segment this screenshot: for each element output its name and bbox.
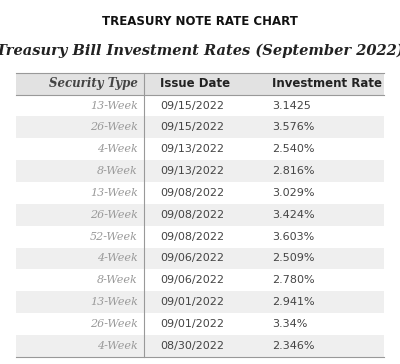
Text: 4-Week: 4-Week xyxy=(97,341,138,351)
Text: 26-Week: 26-Week xyxy=(90,210,138,220)
Text: 09/13/2022: 09/13/2022 xyxy=(160,144,224,154)
Text: 8-Week: 8-Week xyxy=(97,275,138,285)
Bar xyxy=(16,182,384,204)
Bar xyxy=(16,335,384,357)
Text: 09/01/2022: 09/01/2022 xyxy=(160,319,224,329)
Text: 09/15/2022: 09/15/2022 xyxy=(160,100,224,111)
Text: 3.603%: 3.603% xyxy=(272,232,314,242)
Text: 09/08/2022: 09/08/2022 xyxy=(160,188,224,198)
Text: Treasury Bill Investment Rates (September 2022): Treasury Bill Investment Rates (Septembe… xyxy=(0,44,400,58)
Text: Security Type: Security Type xyxy=(49,77,138,90)
Text: 13-Week: 13-Week xyxy=(90,297,138,307)
Bar xyxy=(16,248,384,269)
Text: 4-Week: 4-Week xyxy=(97,253,138,264)
Bar xyxy=(16,269,384,291)
Text: 2.941%: 2.941% xyxy=(272,297,315,307)
Text: 52-Week: 52-Week xyxy=(90,232,138,242)
Text: 09/01/2022: 09/01/2022 xyxy=(160,297,224,307)
Text: 2.509%: 2.509% xyxy=(272,253,314,264)
Text: 2.780%: 2.780% xyxy=(272,275,315,285)
Text: 08/30/2022: 08/30/2022 xyxy=(160,341,224,351)
Text: 4-Week: 4-Week xyxy=(97,144,138,154)
Text: 2.540%: 2.540% xyxy=(272,144,314,154)
Text: 2.346%: 2.346% xyxy=(272,341,314,351)
Bar xyxy=(16,313,384,335)
Text: 13-Week: 13-Week xyxy=(90,100,138,111)
Text: Issue Date: Issue Date xyxy=(160,77,230,90)
Text: 2.816%: 2.816% xyxy=(272,166,314,176)
Bar xyxy=(16,95,384,116)
Bar xyxy=(16,226,384,248)
Text: 09/06/2022: 09/06/2022 xyxy=(160,253,224,264)
Text: 13-Week: 13-Week xyxy=(90,188,138,198)
Text: Investment Rate: Investment Rate xyxy=(272,77,382,90)
Text: 3.1425: 3.1425 xyxy=(272,100,311,111)
Bar xyxy=(16,160,384,182)
Text: 09/13/2022: 09/13/2022 xyxy=(160,166,224,176)
Text: 26-Week: 26-Week xyxy=(90,122,138,132)
Bar xyxy=(16,138,384,160)
Text: 09/15/2022: 09/15/2022 xyxy=(160,122,224,132)
Text: 8-Week: 8-Week xyxy=(97,166,138,176)
Bar xyxy=(16,204,384,226)
Text: 3.424%: 3.424% xyxy=(272,210,315,220)
Text: 3.029%: 3.029% xyxy=(272,188,314,198)
Bar xyxy=(16,291,384,313)
Text: 09/08/2022: 09/08/2022 xyxy=(160,232,224,242)
Text: 26-Week: 26-Week xyxy=(90,319,138,329)
Bar xyxy=(16,116,384,138)
Text: 3.576%: 3.576% xyxy=(272,122,314,132)
Text: 09/06/2022: 09/06/2022 xyxy=(160,275,224,285)
Text: 09/08/2022: 09/08/2022 xyxy=(160,210,224,220)
Bar xyxy=(16,73,384,95)
Text: 3.34%: 3.34% xyxy=(272,319,307,329)
Text: TREASURY NOTE RATE CHART: TREASURY NOTE RATE CHART xyxy=(102,15,298,28)
